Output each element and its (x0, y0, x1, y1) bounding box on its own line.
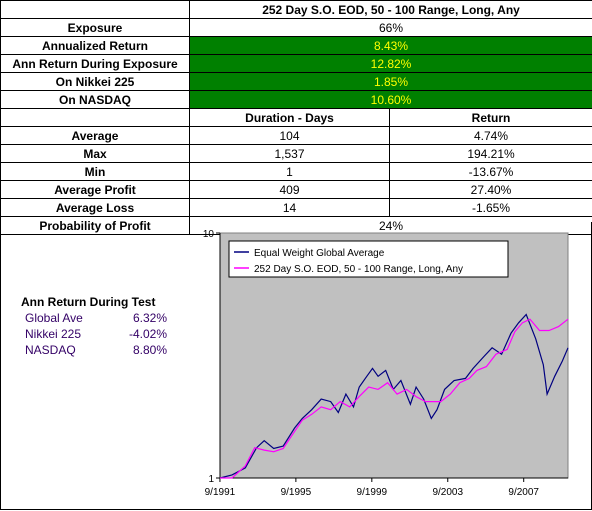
x-tick-label: 9/1995 (281, 487, 312, 498)
stat-duration[interactable]: 1 (189, 162, 390, 181)
summary-name: Global Ave (25, 311, 83, 325)
exposure-label[interactable]: Exposure (0, 18, 190, 37)
global-average-line (219, 313, 569, 479)
stat-return[interactable]: -13.67% (388, 162, 592, 181)
table-row: Average Loss 14 -1.65% (0, 198, 592, 217)
summary-row: Nikkei 225 -4.02% (21, 326, 167, 342)
return-header[interactable]: Return (388, 108, 592, 127)
summary-name: Nikkei 225 (25, 327, 82, 341)
exposure-return-label[interactable]: Ann Return During Exposure (0, 54, 190, 73)
annualized-return-value[interactable]: 8.43% (188, 36, 592, 55)
stat-duration[interactable]: 14 (189, 198, 390, 217)
stat-label[interactable]: Min (0, 162, 190, 181)
table-row: Average Profit 409 27.40% (0, 180, 592, 199)
duration-header[interactable]: Duration - Days (189, 108, 390, 127)
test-summary: Ann Return During Test Global Ave 6.32% … (21, 294, 167, 358)
legend (228, 240, 509, 278)
table-row: Average 104 4.74% (0, 126, 592, 145)
exposure-return-row: Ann Return During Exposure 12.82% (0, 54, 592, 73)
stats-table: 252 Day S.O. EOD, 50 - 100 Range, Long, … (0, 0, 592, 235)
stat-label[interactable]: Average Profit (0, 180, 190, 199)
table-row: Min 1 -13.67% (0, 162, 592, 181)
stat-duration[interactable]: 409 (189, 180, 390, 199)
strategy-line (220, 318, 569, 479)
nasdaq-label[interactable]: On NASDAQ (0, 90, 190, 109)
chart-area: Ann Return During Test Global Ave 6.32% … (0, 222, 592, 510)
summary-name: NASDAQ (25, 343, 76, 357)
y-tick-label: 10 (203, 229, 215, 240)
stat-label[interactable]: Average (0, 126, 190, 145)
performance-chart[interactable]: 1 10 9/1991 9/1995 9/1999 9/2003 9/2007 Equal W… (191, 222, 586, 508)
top-left-cell[interactable] (0, 0, 190, 19)
x-tick-label: 9/2007 (508, 487, 539, 498)
probability-label[interactable]: Probability of Profit (0, 216, 190, 235)
stat-duration[interactable]: 104 (189, 126, 390, 145)
nasdaq-value[interactable]: 10.60% (188, 90, 592, 109)
y-tick-label: 1 (208, 474, 214, 485)
blank-header-cell[interactable] (0, 108, 190, 127)
summary-row: Global Ave 6.32% (21, 310, 167, 326)
summary-value: 8.80% (132, 343, 167, 357)
stat-label[interactable]: Max (0, 144, 190, 163)
annualized-return-row: Annualized Return 8.43% (0, 36, 592, 55)
stat-duration[interactable]: 1,537 (189, 144, 390, 163)
nikkei-value[interactable]: 1.85% (188, 72, 592, 91)
table-title[interactable]: 252 Day S.O. EOD, 50 - 100 Range, Long, … (188, 0, 592, 19)
stat-label[interactable]: Average Loss (0, 198, 190, 217)
summary-value: -4.02% (128, 327, 167, 341)
nikkei-row: On Nikkei 225 1.85% (0, 72, 592, 91)
nasdaq-row: On NASDAQ 10.60% (0, 90, 592, 109)
summary-row: NASDAQ 8.80% (21, 342, 167, 358)
column-header-row: Duration - Days Return (0, 108, 592, 127)
exposure-value[interactable]: 66% (188, 18, 592, 37)
x-tick-label: 9/2003 (432, 487, 463, 498)
stat-return[interactable]: 4.74% (388, 126, 592, 145)
legend-label: 252 Day S.O. EOD, 50 - 100 Range, Long, … (254, 264, 463, 275)
table-row: Max 1,537 194.21% (0, 144, 592, 163)
stat-return[interactable]: 27.40% (388, 180, 592, 199)
stat-return[interactable]: 194.21% (388, 144, 592, 163)
legend-label: Equal Weight Global Average (254, 248, 385, 259)
exposure-return-value[interactable]: 12.82% (188, 54, 592, 73)
annualized-return-label[interactable]: Annualized Return (0, 36, 190, 55)
summary-title: Ann Return During Test (21, 295, 156, 309)
nikkei-label[interactable]: On Nikkei 225 (0, 72, 190, 91)
x-tick-label: 9/1991 (205, 487, 236, 498)
summary-value: 6.32% (132, 311, 167, 325)
title-row: 252 Day S.O. EOD, 50 - 100 Range, Long, … (0, 0, 592, 19)
exposure-row: Exposure 66% (0, 18, 592, 37)
x-tick-label: 9/1999 (357, 487, 388, 498)
stat-return[interactable]: -1.65% (388, 198, 592, 217)
